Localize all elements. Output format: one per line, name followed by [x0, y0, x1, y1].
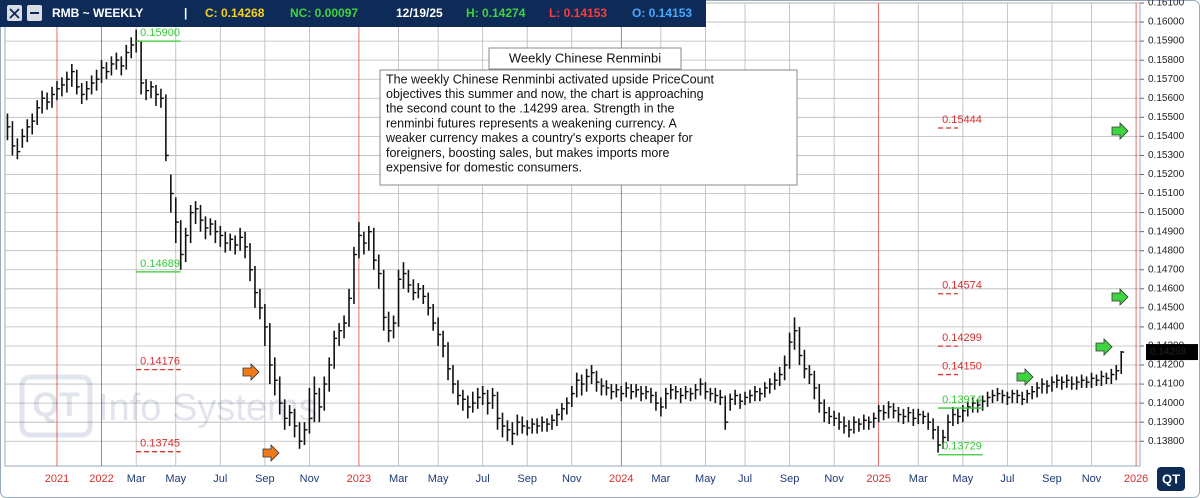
- x-tick-label: May: [428, 473, 449, 485]
- logo-text: QT: [1162, 471, 1180, 486]
- y-tick-label: 0.15600: [1148, 93, 1185, 104]
- x-tick-label: Sep: [1042, 473, 1062, 485]
- level-label: 0.13729: [942, 441, 982, 453]
- x-tick-label: Jul: [1000, 473, 1014, 485]
- comment-line: foreigners, boosting sales, but makes im…: [386, 146, 670, 160]
- watermark-text: Info Systems: [98, 387, 318, 429]
- open-value: O: 0.14153: [632, 6, 692, 20]
- comment-line: weaker currency makes a country's export…: [385, 131, 693, 145]
- arrow: [262, 444, 280, 462]
- comment-frame: [379, 69, 798, 186]
- date: 12/19/25: [396, 6, 443, 20]
- level-label: 0.14689: [140, 258, 180, 270]
- arrow: [1111, 288, 1129, 306]
- y-tick-label: 0.15100: [1148, 188, 1185, 199]
- y-tick-label: 0.16000: [1148, 17, 1185, 28]
- y-tick-label: 0.14200: [1148, 360, 1185, 371]
- x-tick-label: Sep: [517, 473, 537, 485]
- x-tick-label: Sep: [255, 473, 275, 485]
- chart-title: Weekly Chinese Renminbi: [509, 50, 661, 65]
- x-tick-label: May: [952, 473, 973, 485]
- logo-badge: [1157, 467, 1185, 491]
- y-tick-label: 0.15400: [1148, 131, 1185, 142]
- y-tick-label: 0.13800: [1148, 436, 1185, 447]
- y-tick-label: 0.15000: [1148, 207, 1185, 218]
- watermark-logo-text: QT: [32, 386, 79, 424]
- x-tick-label: 2024: [609, 473, 633, 485]
- header-bar: RMB ~ WEEKLY | C: 0.14268 NC: 0.00097 12…: [0, 0, 706, 27]
- x-tick-label: Jul: [738, 473, 752, 485]
- comment-line: renminbi futures represents a weakening …: [386, 116, 678, 130]
- y-tick-label: 0.15500: [1148, 112, 1185, 123]
- y-tick-label: 0.16100: [1148, 0, 1185, 9]
- arrow: [1111, 122, 1129, 140]
- x-tick-label: Mar: [909, 473, 928, 485]
- y-tick-label: 0.14000: [1148, 398, 1185, 409]
- x-tick-label: Nov: [300, 473, 320, 485]
- y-tick-label: 0.14500: [1148, 302, 1185, 313]
- high-value: H: 0.14274: [466, 6, 526, 20]
- x-tick-label: Jul: [476, 473, 490, 485]
- y-tick-label: 0.14900: [1148, 226, 1185, 237]
- y-tick-label: 0.15300: [1148, 150, 1185, 161]
- separator: |: [184, 6, 187, 20]
- y-tick-label: 0.14700: [1148, 264, 1185, 275]
- last-price-badge: [1146, 344, 1198, 361]
- watermark: QT Info Systems: [19, 374, 318, 438]
- x-tick-label: 2025: [866, 473, 890, 485]
- title-box: Weekly Chinese Renminbi: [488, 47, 682, 70]
- net-change: NC: 0.00097: [290, 6, 358, 20]
- level-label: 0.13974: [942, 394, 982, 406]
- arrows: [242, 122, 1129, 462]
- x-tick-label: Mar: [651, 473, 670, 485]
- y-tick-label: 0.14800: [1148, 245, 1185, 256]
- level-label: 0.14299: [942, 332, 982, 344]
- y-tick-label: 0.14100: [1148, 379, 1185, 390]
- x-tick-label: Mar: [127, 473, 146, 485]
- y-tick-label: 0.15900: [1148, 36, 1185, 47]
- level-label: 0.15444: [942, 114, 982, 126]
- x-tick-label: Jul: [213, 473, 227, 485]
- x-tick-label: 2022: [89, 473, 113, 485]
- comment-line: objectives this summer and now, the char…: [386, 87, 704, 101]
- close-icon: [9, 8, 20, 19]
- low-value: L: 0.14153: [549, 6, 607, 20]
- y-tick-label: 0.13900: [1148, 417, 1185, 428]
- arrow: [1095, 338, 1113, 356]
- x-tick-label: Nov: [562, 473, 582, 485]
- y-tick-label: 0.15800: [1148, 55, 1185, 66]
- level-label: 0.13745: [140, 438, 180, 450]
- x-tick-label: 2021: [45, 473, 69, 485]
- x-tick-label: Sep: [780, 473, 800, 485]
- y-tick-label: 0.15700: [1148, 74, 1185, 85]
- x-tick-label: Nov: [824, 473, 844, 485]
- level-label: 0.14574: [942, 280, 982, 292]
- logo: QT: [1157, 467, 1185, 491]
- comment-line: The weekly Chinese Renminbi activated up…: [386, 72, 714, 86]
- level-label: 0.14176: [140, 355, 180, 367]
- level-label: 0.14150: [942, 360, 982, 372]
- x-tick-label: May: [695, 473, 716, 485]
- level-label: 0.15900: [140, 27, 180, 39]
- x-tick-label: May: [165, 473, 186, 485]
- x-tick-label: Mar: [389, 473, 408, 485]
- arrow: [1016, 368, 1034, 386]
- title-frame: [488, 47, 682, 70]
- x-tick-label: 2023: [347, 473, 371, 485]
- comment-line: the second count to the .14299 area. Str…: [386, 102, 674, 116]
- x-tick-label: 2026: [1124, 473, 1148, 485]
- last-price-label: 0.14268: [1150, 347, 1187, 358]
- symbol: RMB ~ WEEKLY: [52, 6, 143, 20]
- y-tick-label: 0.14600: [1148, 283, 1185, 294]
- header-background: [0, 0, 706, 27]
- y-tick-label: 0.14400: [1148, 322, 1185, 333]
- x-tick-label: Nov: [1082, 473, 1102, 485]
- close-value: C: 0.14268: [205, 6, 265, 20]
- comment-box: The weekly Chinese Renminbi activated up…: [379, 69, 798, 186]
- comment-line: expensive for domestic consumers.: [386, 160, 582, 174]
- y-tick-label: 0.15200: [1148, 169, 1185, 180]
- watermark-logo: [19, 374, 93, 438]
- arrow: [242, 363, 260, 381]
